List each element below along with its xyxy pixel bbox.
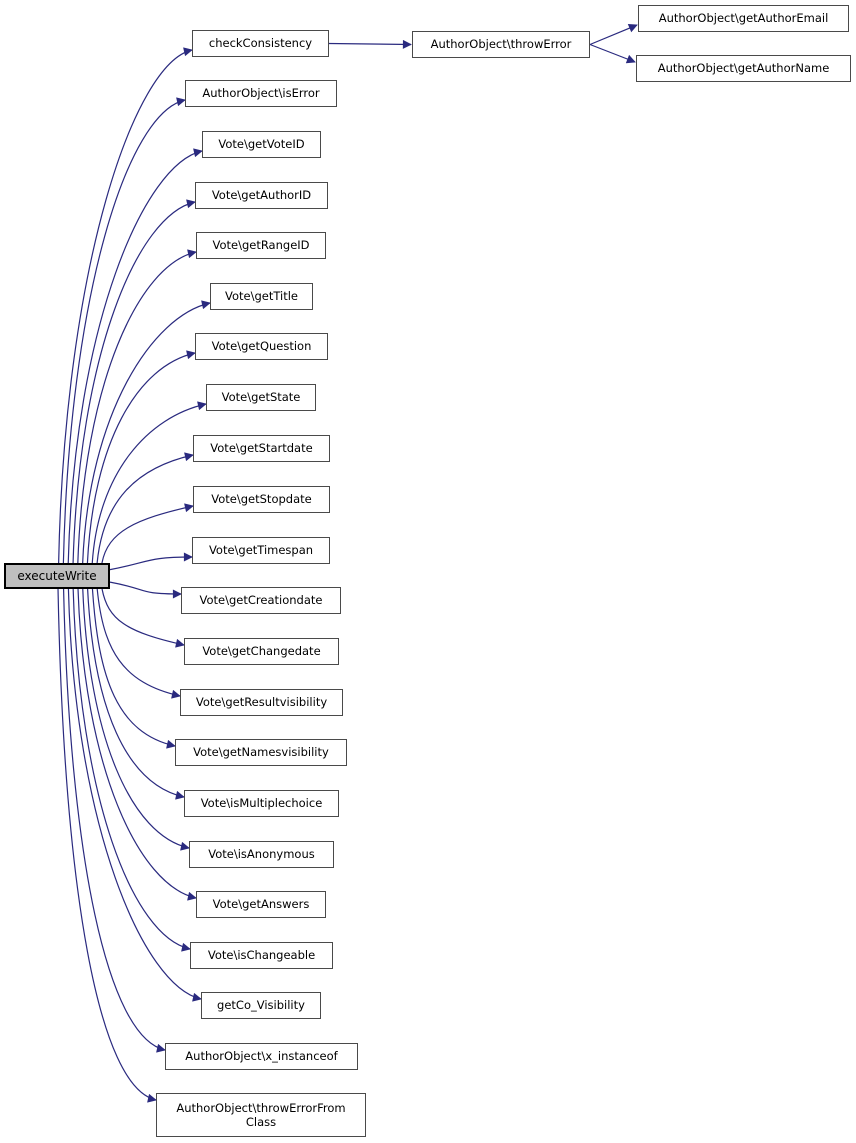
call-edge-executewrite-to-getvoteid	[67, 148, 203, 564]
graph-node-getco_visibility[interactable]: getCo_Visibility	[201, 992, 321, 1019]
call-edge-executewrite-to-getchangedate	[101, 588, 185, 648]
graph-node-iserror[interactable]: AuthorObject\isError	[185, 80, 337, 107]
graph-node-x_instanceof[interactable]: AuthorObject\x_instanceof	[165, 1043, 358, 1070]
call-edge-executewrite-to-getstate	[91, 401, 207, 564]
call-edge-executewrite-to-x_instanceof	[62, 588, 166, 1053]
call-edge-executewrite-to-isanonymous	[82, 588, 190, 851]
graph-node-getvoteid[interactable]: Vote\getVoteID	[202, 131, 321, 158]
call-edge-throwerror-to-getauthoremail	[589, 23, 638, 46]
call-edge-executewrite-to-iserror	[62, 97, 186, 564]
graph-node-gettimespan[interactable]: Vote\getTimespan	[192, 537, 330, 564]
call-edge-executewrite-to-getresultvisibility	[96, 588, 181, 699]
graph-node-getchangedate[interactable]: Vote\getChangedate	[184, 638, 339, 665]
call-edge-executewrite-to-getanswers	[77, 588, 197, 901]
call-edge-executewrite-to-getauthorid	[72, 199, 196, 564]
graph-node-getstopdate[interactable]: Vote\getStopdate	[193, 486, 330, 513]
graph-node-getauthorname[interactable]: AuthorObject\getAuthorName	[636, 55, 851, 82]
graph-node-isanonymous[interactable]: Vote\isAnonymous	[189, 841, 334, 868]
call-edge-executewrite-to-ismultiplechoice	[87, 588, 185, 800]
call-edge-executewrite-to-getrangeid	[77, 249, 197, 564]
call-edge-executewrite-to-getco_visibility	[67, 588, 202, 1002]
graph-node-executewrite[interactable]: executeWrite	[4, 563, 110, 589]
graph-node-throwerror[interactable]: AuthorObject\throwError	[412, 31, 590, 58]
call-edge-executewrite-to-ischangeable	[72, 588, 191, 952]
call-edge-executewrite-to-getcreationdate	[109, 581, 182, 599]
graph-node-getauthorid[interactable]: Vote\getAuthorID	[195, 182, 328, 209]
call-edge-throwerror-to-getauthorname	[589, 43, 636, 64]
call-edge-executewrite-to-getnamesvisibility	[91, 588, 176, 749]
call-edge-executewrite-to-gettimespan	[109, 552, 193, 571]
call-edge-executewrite-to-getstopdate	[101, 503, 194, 564]
graph-node-getcreationdate[interactable]: Vote\getCreationdate	[181, 587, 341, 614]
graph-node-getanswers[interactable]: Vote\getAnswers	[196, 891, 326, 918]
call-edge-executewrite-to-getquestion	[86, 350, 196, 564]
graph-node-getstartdate[interactable]: Vote\getStartdate	[193, 435, 330, 462]
graph-node-ismultiplechoice[interactable]: Vote\isMultiplechoice	[184, 790, 339, 817]
call-edge-executewrite-to-throwerrorfromclass	[57, 588, 157, 1103]
call-edge-executewrite-to-gettitle	[82, 300, 211, 564]
graph-node-getstate[interactable]: Vote\getState	[206, 384, 316, 411]
call-edge-executewrite-to-checkconsistency	[58, 47, 193, 564]
graph-node-throwerrorfromclass[interactable]: AuthorObject\throwErrorFrom Class	[156, 1093, 366, 1137]
graph-node-getrangeid[interactable]: Vote\getRangeID	[196, 232, 326, 259]
edge-group	[57, 23, 638, 1103]
graph-node-ischangeable[interactable]: Vote\isChangeable	[190, 942, 333, 969]
graph-node-gettitle[interactable]: Vote\getTitle	[210, 283, 313, 310]
call-edge-checkconsistency-to-throwerror	[328, 39, 412, 49]
graph-node-getresultvisibility[interactable]: Vote\getResultvisibility	[180, 689, 343, 716]
graph-node-checkconsistency[interactable]: checkConsistency	[192, 30, 329, 57]
graph-node-getnamesvisibility[interactable]: Vote\getNamesvisibility	[175, 739, 347, 766]
graph-node-getquestion[interactable]: Vote\getQuestion	[195, 333, 328, 360]
call-edge-executewrite-to-getstartdate	[96, 452, 194, 564]
graph-node-getauthoremail[interactable]: AuthorObject\getAuthorEmail	[638, 5, 849, 32]
